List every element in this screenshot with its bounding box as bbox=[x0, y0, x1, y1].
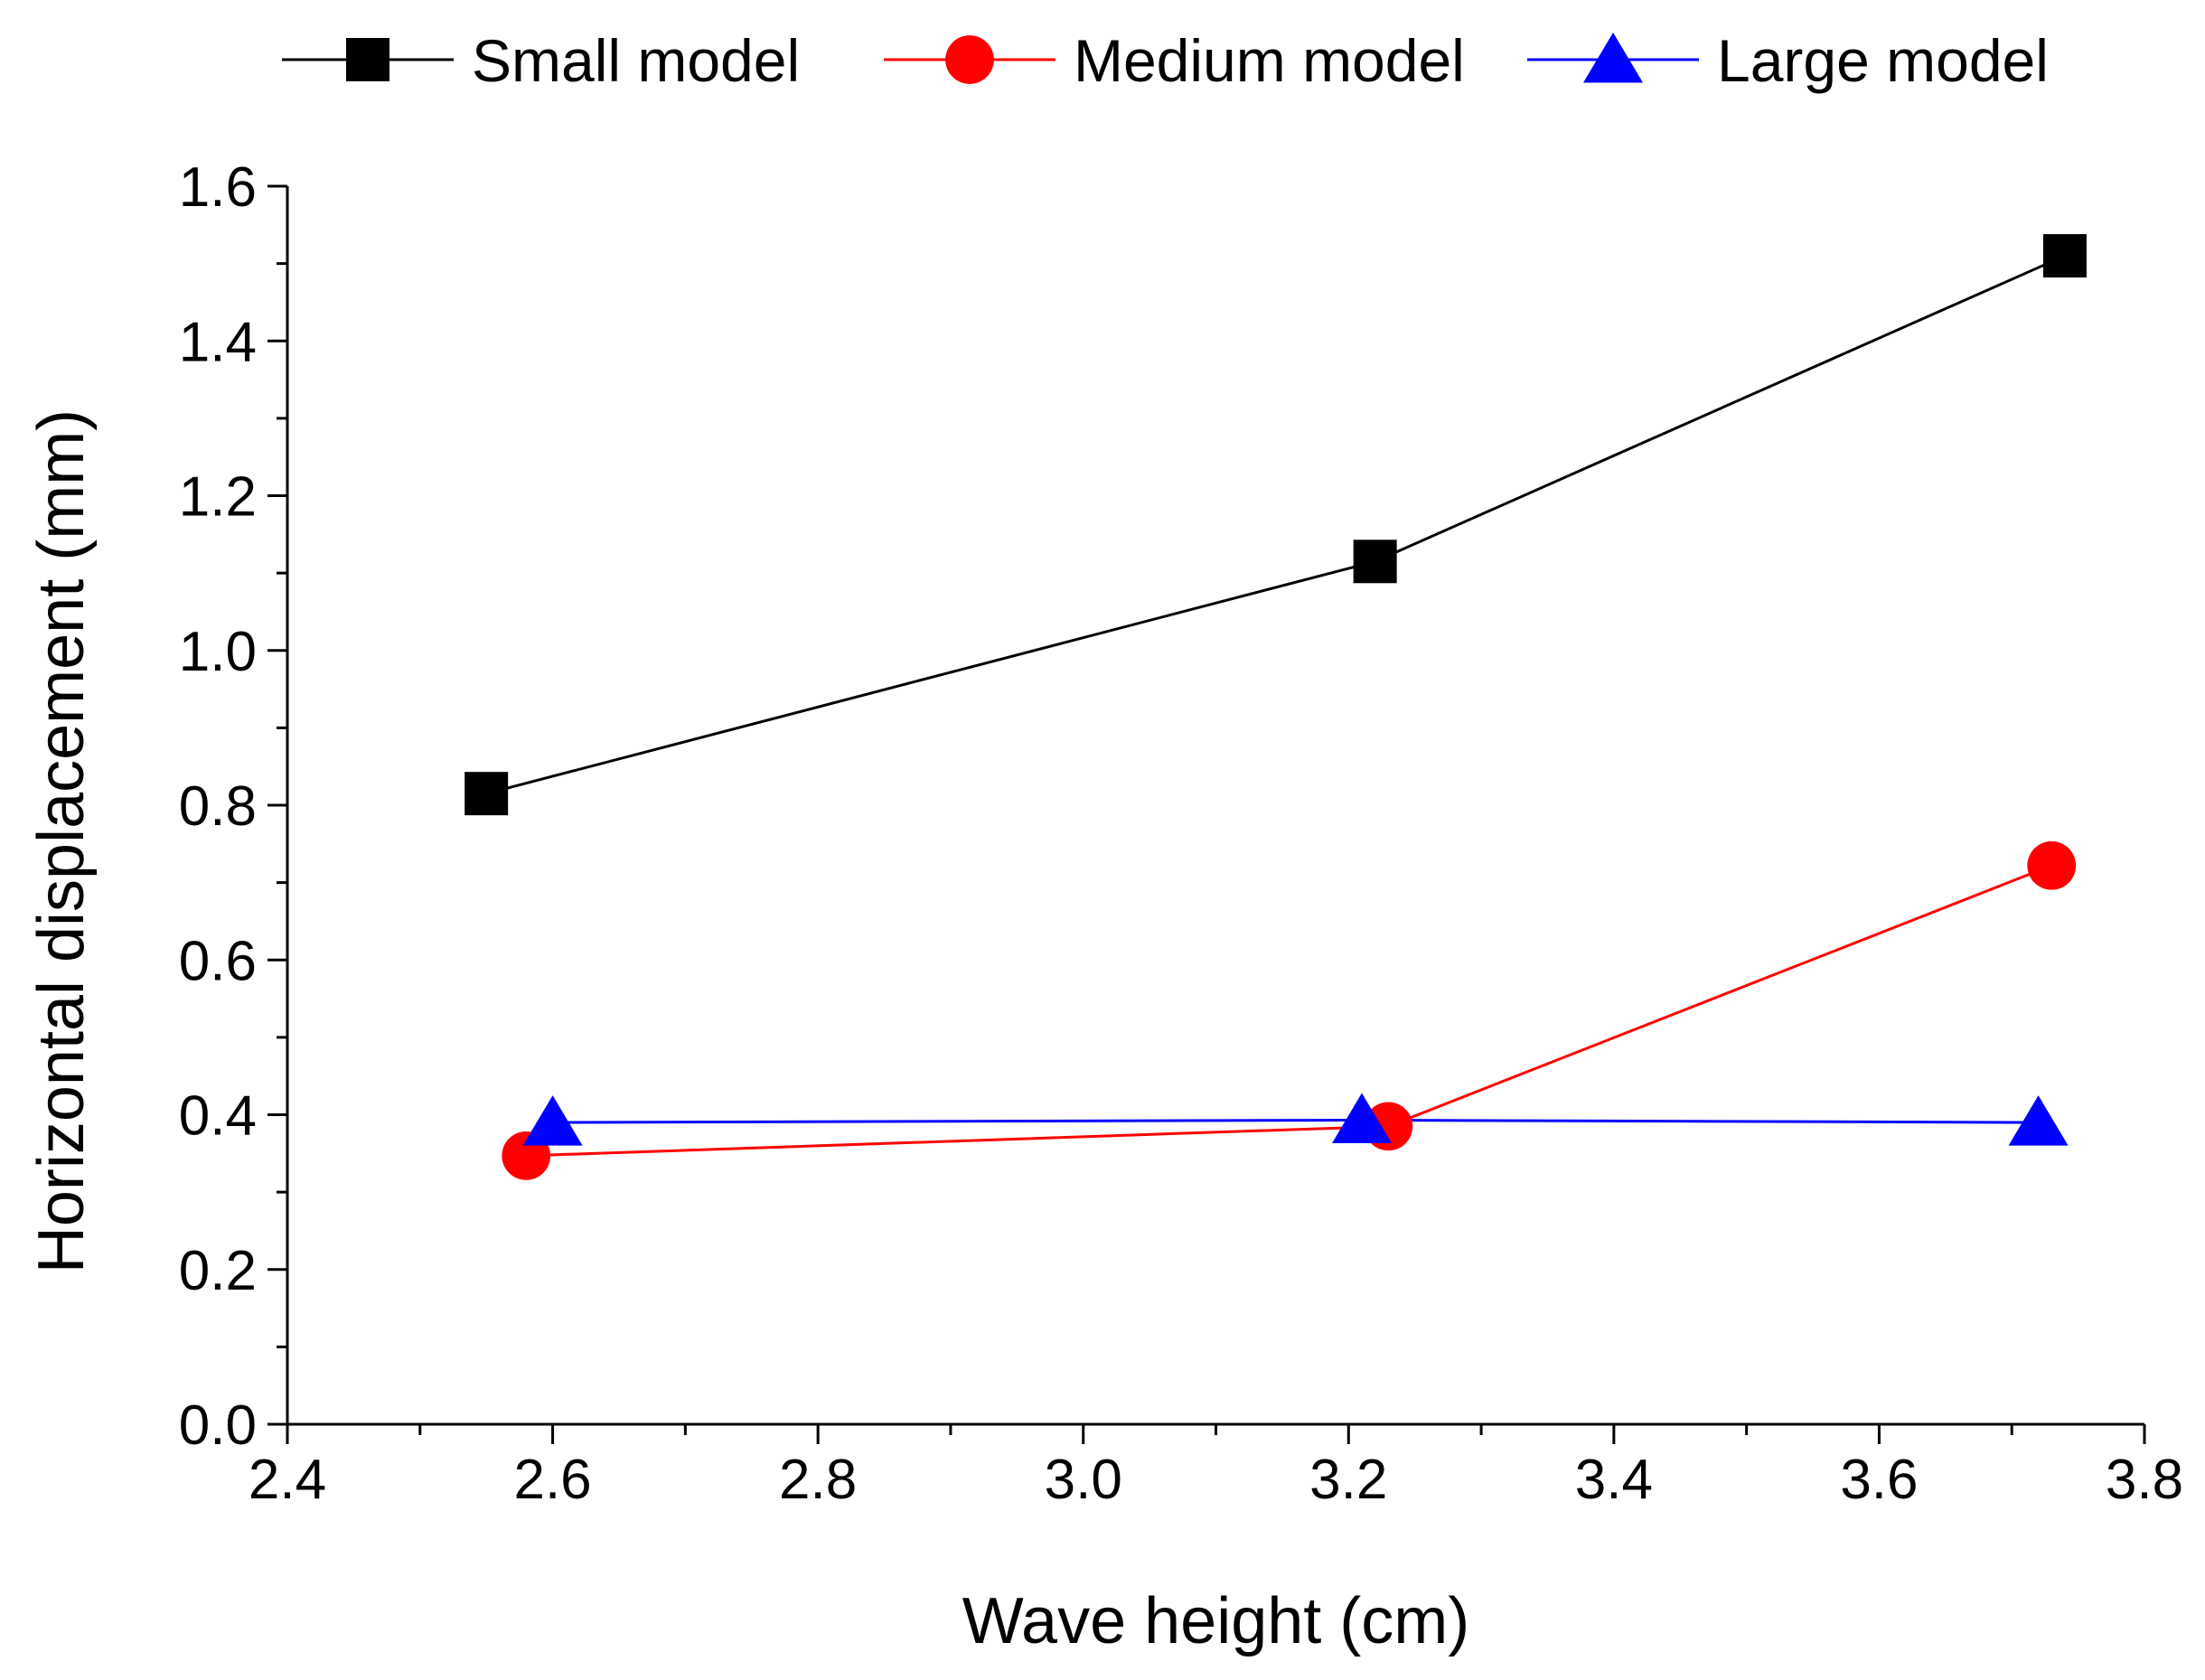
small-model-point bbox=[1353, 540, 1397, 584]
legend: Small model Medium model Large model bbox=[282, 27, 2049, 94]
legend-item-medium-model: Medium model bbox=[884, 27, 1465, 94]
y-tick-label: 1.2 bbox=[179, 466, 257, 529]
legend-marker-large-model bbox=[1583, 33, 1643, 83]
legend-marker-medium-model bbox=[945, 35, 994, 84]
x-tick-label: 3.6 bbox=[1840, 1449, 1918, 1511]
y-axis-title: Horizontal displacement (mm) bbox=[25, 409, 98, 1273]
x-tick-label: 3.4 bbox=[1575, 1449, 1653, 1511]
medium-model-line bbox=[526, 864, 2052, 1158]
axes: 2.4 2.6 2.8 3.0 3.2 3.4 3.6 3.8 0.0 0.2 0.4 0.6 0.8 1… bbox=[179, 156, 2183, 1511]
legend-item-small-model: Small model bbox=[282, 27, 800, 94]
y-tick-label: 1.0 bbox=[179, 621, 257, 683]
plot-area bbox=[464, 234, 2087, 1180]
large-model-line bbox=[552, 1118, 2039, 1124]
large-model-point bbox=[1331, 1093, 1392, 1143]
x-tick-label: 2.8 bbox=[779, 1449, 857, 1511]
large-model-point bbox=[2008, 1095, 2069, 1146]
small-model-point bbox=[2042, 234, 2087, 278]
legend-label-small-model: Small model bbox=[472, 27, 800, 94]
large-model-point bbox=[522, 1095, 583, 1146]
series-lines bbox=[485, 254, 2066, 1158]
x-tick-label: 2.6 bbox=[513, 1449, 591, 1511]
x-tick-label: 3.2 bbox=[1309, 1449, 1387, 1511]
y-tick-label: 0.8 bbox=[179, 775, 257, 838]
y-tick-label: 0.4 bbox=[179, 1085, 257, 1148]
legend-label-medium-model: Medium model bbox=[1074, 27, 1465, 94]
y-tick-label: 0.6 bbox=[179, 930, 257, 992]
x-axis-title: Wave height (cm) bbox=[962, 1585, 1469, 1657]
y-tick-label: 0.0 bbox=[179, 1394, 257, 1457]
legend-item-large-model: Large model bbox=[1527, 27, 2049, 94]
x-tick-label: 2.4 bbox=[249, 1449, 326, 1511]
small-model-point bbox=[464, 772, 509, 816]
x-tick-label: 3.8 bbox=[2106, 1449, 2183, 1511]
legend-label-large-model: Large model bbox=[1717, 27, 2049, 94]
series-markers bbox=[464, 234, 2087, 1180]
small-model-line bbox=[485, 254, 2066, 795]
y-tick-label: 1.6 bbox=[179, 156, 257, 219]
y-tick-label: 0.2 bbox=[179, 1240, 257, 1302]
y-tick-label: 1.4 bbox=[179, 311, 257, 373]
medium-model-point bbox=[2027, 840, 2077, 890]
legend-marker-small-model bbox=[346, 38, 389, 81]
x-tick-label: 3.0 bbox=[1045, 1449, 1122, 1511]
